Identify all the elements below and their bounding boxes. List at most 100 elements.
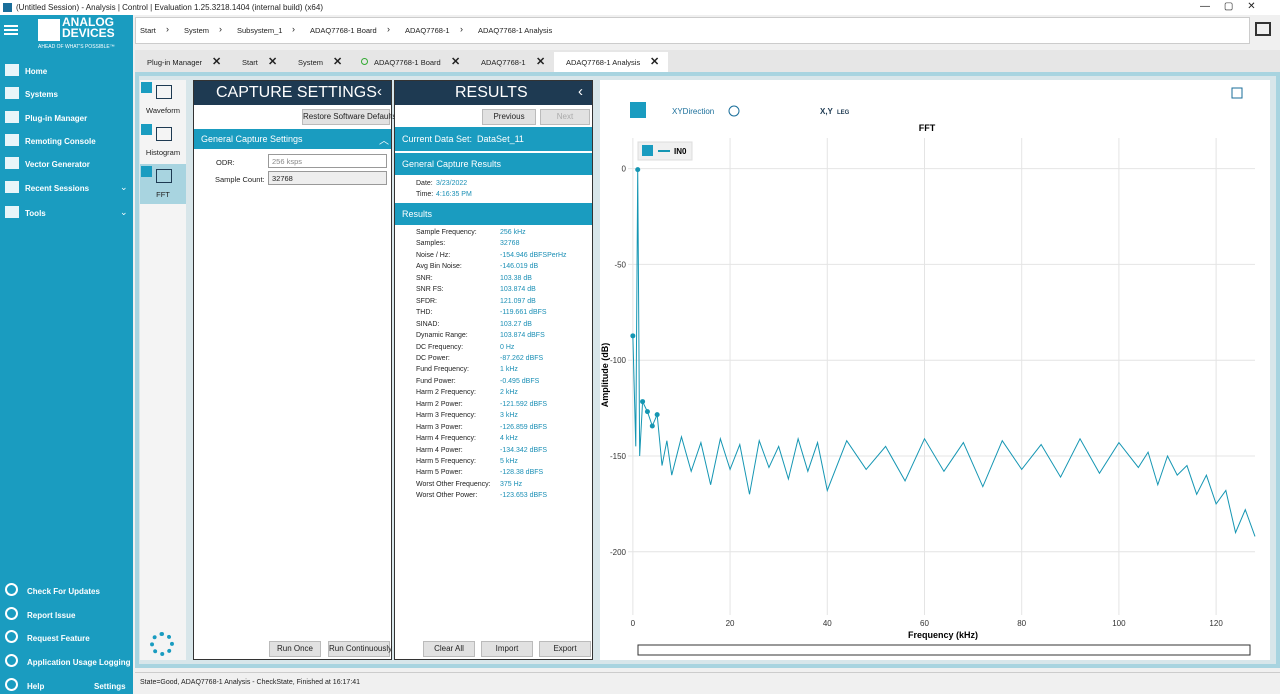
tab[interactable]: ADAQ7768-1 Analysis ✕ bbox=[554, 52, 668, 72]
time-label: Time: bbox=[416, 191, 434, 198]
collapse[interactable]: ‹ bbox=[377, 83, 382, 100]
capture-button[interactable]: Run Once bbox=[269, 641, 321, 657]
tab[interactable]: Start ✕ bbox=[230, 52, 286, 72]
breadcrumb-item[interactable]: Subsystem_1 bbox=[237, 26, 283, 35]
nav-icon[interactable] bbox=[5, 64, 19, 76]
capture-button[interactable]: Run Continuously bbox=[328, 641, 392, 657]
tab-close[interactable]: ✕ bbox=[536, 56, 546, 68]
chart-title: FFT bbox=[919, 123, 936, 133]
tab-close[interactable]: ✕ bbox=[268, 56, 278, 68]
result-value: -128.38 dBFS bbox=[500, 469, 544, 477]
breadcrumb-item[interactable]: System bbox=[184, 26, 210, 35]
field-input[interactable]: 256 ksps bbox=[268, 154, 387, 168]
tool-tab[interactable]: Histogram bbox=[140, 122, 186, 162]
date-value: 3/23/2022 bbox=[436, 180, 468, 187]
nav-item[interactable]: Plug-in Manager bbox=[25, 114, 88, 123]
restore-button[interactable]: Restore Software Defaults bbox=[302, 109, 396, 125]
nav-chevron[interactable]: ⌄ bbox=[120, 207, 128, 217]
next-button[interactable]: Next bbox=[540, 109, 590, 125]
settings-gear[interactable] bbox=[150, 632, 174, 656]
tab-close[interactable]: ✕ bbox=[333, 56, 343, 68]
breadcrumb-item[interactable]: ADAQ7768-1 bbox=[405, 26, 450, 35]
grid-tool[interactable] bbox=[1231, 87, 1243, 99]
direction-tool[interactable]: XYDirection bbox=[672, 107, 714, 116]
tab[interactable]: ADAQ7768-1 ✕ bbox=[469, 52, 554, 72]
collapse[interactable]: ‹ bbox=[578, 83, 583, 100]
legend-checkbox[interactable] bbox=[642, 145, 653, 156]
brand-2: DEVICES bbox=[62, 26, 115, 40]
field-input[interactable]: 32768 bbox=[268, 171, 387, 185]
result-label: Harm 2 Frequency: bbox=[416, 389, 476, 397]
nav-icon[interactable] bbox=[5, 181, 19, 193]
nav-icon[interactable] bbox=[5, 134, 19, 146]
results-button[interactable]: Import bbox=[481, 641, 533, 657]
result-value: 256 kHz bbox=[500, 229, 526, 236]
nav-chevron[interactable]: ⌄ bbox=[120, 182, 128, 192]
tab-close[interactable]: ✕ bbox=[212, 56, 222, 68]
x-tick-label: 100 bbox=[1112, 619, 1126, 628]
breadcrumb-item[interactable]: ADAQ7768-1 Board bbox=[310, 26, 377, 35]
nav-item[interactable]: Request Feature bbox=[27, 634, 90, 643]
scrollbar[interactable] bbox=[637, 644, 1251, 656]
previous-button[interactable]: Previous bbox=[482, 109, 536, 125]
x-tick-label: 40 bbox=[823, 619, 832, 628]
breadcrumb-sep: › bbox=[219, 24, 222, 34]
tab-close[interactable]: ✕ bbox=[650, 56, 660, 68]
marker bbox=[640, 399, 646, 405]
nav-icon[interactable] bbox=[5, 157, 19, 169]
marker bbox=[635, 167, 641, 173]
nav-icon[interactable] bbox=[5, 607, 18, 620]
nav-item[interactable]: Systems bbox=[25, 90, 58, 99]
y-axis-label: Amplitude (dB) bbox=[600, 343, 610, 408]
nav-icon[interactable] bbox=[5, 87, 19, 99]
nav-item[interactable]: Settings bbox=[94, 682, 126, 691]
nav-icon[interactable] bbox=[5, 630, 18, 643]
brand-1: ANALOG bbox=[62, 15, 114, 29]
nav-item[interactable]: Recent Sessions bbox=[25, 184, 90, 193]
capture-panel: CAPTURE SETTINGS ‹ Restore Software Defa… bbox=[193, 80, 396, 660]
legend-tool[interactable]: LEG bbox=[837, 110, 850, 116]
result-value: -121.592 dBFS bbox=[500, 400, 548, 408]
nav-icon[interactable] bbox=[5, 654, 18, 667]
xy-tool[interactable]: X,Y bbox=[820, 107, 834, 116]
nav-item[interactable]: Help bbox=[27, 682, 45, 691]
tab-close[interactable]: ✕ bbox=[451, 56, 461, 68]
tab[interactable]: ADAQ7768-1 Board ✕ bbox=[351, 52, 469, 72]
folder-icon[interactable] bbox=[1255, 22, 1271, 36]
nav-icon[interactable] bbox=[5, 583, 18, 596]
nav-icon[interactable] bbox=[5, 206, 19, 218]
menu-icon[interactable] bbox=[4, 25, 18, 27]
results-button[interactable]: Export bbox=[539, 641, 591, 657]
nav-item[interactable]: Home bbox=[25, 67, 48, 76]
logo bbox=[38, 19, 60, 41]
result-value: 103.38 dB bbox=[500, 274, 532, 282]
result-label: Harm 5 Power: bbox=[416, 469, 463, 477]
marker bbox=[644, 409, 650, 415]
tool-tab[interactable]: FFT bbox=[140, 164, 186, 204]
section-toggle[interactable]: ︿ bbox=[379, 136, 389, 147]
nav-icon[interactable] bbox=[5, 111, 19, 123]
date-label: Date: bbox=[416, 180, 433, 187]
nav-item[interactable]: Report Issue bbox=[27, 611, 76, 620]
tool-label: Waveform bbox=[146, 106, 180, 115]
breadcrumb-item[interactable]: Start bbox=[140, 26, 156, 35]
pointer-tool[interactable] bbox=[630, 102, 646, 118]
tab[interactable]: System ✕ bbox=[286, 52, 351, 72]
nav-icon[interactable] bbox=[5, 678, 18, 691]
nav-item[interactable]: Tools bbox=[25, 209, 46, 218]
tab[interactable]: Plug-in Manager ✕ bbox=[135, 52, 230, 72]
marker bbox=[630, 333, 636, 339]
app-icon bbox=[3, 3, 12, 12]
tool-tab[interactable]: Waveform bbox=[140, 80, 186, 120]
window-controls[interactable]: — ▢ ✕ bbox=[1200, 1, 1256, 12]
nav-item[interactable]: Application Usage Logging bbox=[27, 658, 131, 667]
nav-item[interactable]: Remoting Console bbox=[25, 137, 96, 146]
results-button[interactable]: Clear All bbox=[423, 641, 475, 657]
pan-tool[interactable] bbox=[728, 105, 740, 117]
breadcrumb-item[interactable]: ADAQ7768-1 Analysis bbox=[478, 26, 553, 35]
result-label: Harm 3 Power: bbox=[416, 423, 463, 431]
nav-item[interactable]: Check For Updates bbox=[27, 587, 100, 596]
result-label: DC Power: bbox=[416, 354, 450, 362]
nav-item[interactable]: Vector Generator bbox=[25, 160, 90, 169]
